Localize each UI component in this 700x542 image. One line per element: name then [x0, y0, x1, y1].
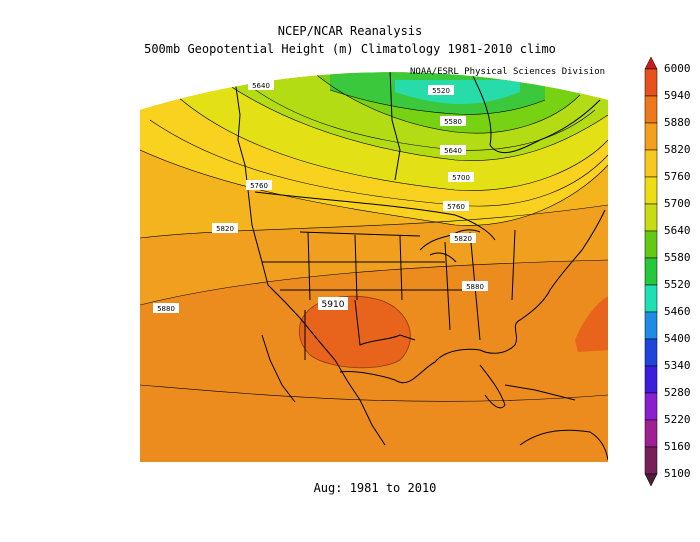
colorbar-tick-label: 5340 [664, 359, 691, 372]
colorbar-tick-label: 6000 [664, 62, 691, 75]
colorbar-tick-label: 5220 [664, 413, 691, 426]
colorbar-swatch [644, 311, 658, 340]
colorbar-swatch [644, 284, 658, 313]
svg-text:5880: 5880 [157, 305, 175, 313]
svg-text:5760: 5760 [447, 203, 465, 211]
colorbar-tick-label: 5460 [664, 305, 691, 318]
colorbar-tick-label: 5280 [664, 386, 691, 399]
contour-label-5640-north: 5640 [440, 145, 466, 155]
colorbar-tick-label: 5820 [664, 143, 691, 156]
contour-label-5580: 5580 [440, 116, 466, 126]
contour-label-5820-east: 5820 [450, 233, 476, 243]
colorbar-swatch [644, 68, 658, 97]
contour-labels: 5520 5580 5640 5640 5700 5760 5760 5820 [153, 80, 488, 313]
colorbar-arrow-bottom [644, 473, 658, 487]
chart-subtitle: 500mb Geopotential Height (m) Climatolog… [144, 42, 556, 56]
colorbar-swatch [644, 338, 658, 367]
colorbar-swatch [644, 446, 658, 475]
colorbar-tick-label: 5700 [664, 197, 691, 210]
colorbar-arrow-top [644, 56, 658, 70]
svg-text:5580: 5580 [444, 118, 462, 126]
colorbar-tick-label: 5400 [664, 332, 691, 345]
svg-text:5820: 5820 [216, 225, 234, 233]
contour-label-5760-east: 5760 [443, 201, 469, 211]
colorbar-tick-label: 5100 [664, 467, 691, 480]
colorbar-swatch [644, 122, 658, 151]
svg-text:5910: 5910 [322, 300, 345, 310]
colorbar-swatch [644, 419, 658, 448]
svg-text:5880: 5880 [466, 283, 484, 291]
colorbar-tick-label: 5520 [664, 278, 691, 291]
colorbar-swatch [644, 95, 658, 124]
band-5910-high [298, 295, 411, 369]
band-5460 [395, 80, 520, 104]
colorbar-swatch [644, 392, 658, 421]
height-field [140, 72, 608, 463]
contour-label-5880-west: 5880 [153, 303, 179, 313]
colorbar-tick-label: 5580 [664, 251, 691, 264]
colorbar-swatch [644, 203, 658, 232]
contour-label-5820-west: 5820 [212, 223, 238, 233]
coastlines-and-borders [234, 72, 608, 461]
contour-label-5760-west: 5760 [246, 180, 272, 190]
svg-text:5520: 5520 [432, 87, 450, 95]
period-label: Aug: 1981 to 2010 [313, 481, 437, 495]
colorbar [644, 56, 658, 487]
colorbar-swatch [644, 176, 658, 205]
svg-text:5640: 5640 [252, 82, 270, 90]
contour-label-5910: 5910 [318, 297, 348, 310]
contour-label-5880-east: 5880 [462, 281, 488, 291]
contour-label-5520-north: 5520 [428, 85, 454, 95]
colorbar-tick-label: 5940 [664, 89, 691, 102]
colorbar-swatch [644, 149, 658, 178]
colorbar-tick-label: 5880 [664, 116, 691, 129]
credit-label: NOAA/ESRL Physical Sciences Division [410, 67, 606, 77]
contour-label-5700: 5700 [448, 172, 474, 182]
svg-text:5760: 5760 [250, 182, 268, 190]
svg-text:5700: 5700 [452, 174, 470, 182]
colorbar-tick-label: 5640 [664, 224, 691, 237]
svg-text:5820: 5820 [454, 235, 472, 243]
colorbar-tick-label: 5760 [664, 170, 691, 183]
atlantic-high [575, 295, 608, 352]
colorbar-swatch [644, 365, 658, 394]
contour-label-5640-west: 5640 [248, 80, 274, 90]
colorbar-swatch [644, 230, 658, 259]
colorbar-tick-label: 5160 [664, 440, 691, 453]
svg-text:5640: 5640 [444, 147, 462, 155]
chart-title: NCEP/NCAR Reanalysis [277, 24, 423, 38]
colorbar-swatch [644, 257, 658, 286]
